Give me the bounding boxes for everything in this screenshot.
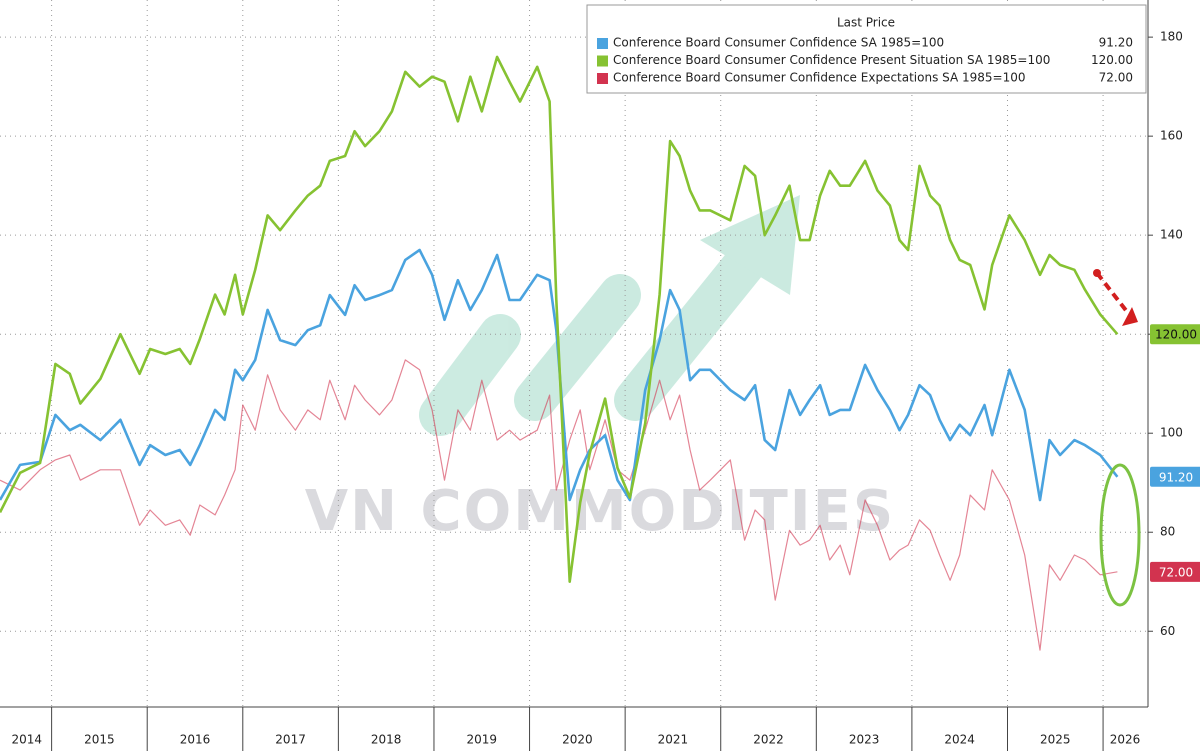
x-tick-label: 2018 bbox=[371, 733, 402, 747]
logo-arrow-head bbox=[700, 195, 800, 295]
y-tick-label: 60 bbox=[1160, 624, 1175, 638]
value-tag-label: 120.00 bbox=[1155, 328, 1197, 342]
x-tick-label: 2020 bbox=[562, 733, 593, 747]
x-tick-label: 2017 bbox=[275, 733, 306, 747]
series-line bbox=[0, 248, 1119, 502]
series-line bbox=[0, 55, 1119, 583]
annotation-dot bbox=[1093, 269, 1101, 277]
y-tick-label: 140 bbox=[1160, 228, 1183, 242]
legend-value: 91.20 bbox=[1099, 36, 1133, 50]
legend-box bbox=[586, 4, 1147, 94]
value-tag bbox=[1150, 561, 1200, 582]
logo-stroke bbox=[614, 224, 781, 421]
watermark-logo bbox=[419, 195, 800, 436]
x-tick-label: 2025 bbox=[1040, 733, 1071, 747]
watermark: VN COMMODITIES bbox=[305, 479, 895, 544]
legend-label: Conference Board Consumer Confidence Pre… bbox=[613, 53, 1050, 67]
legend-swatch bbox=[597, 55, 608, 67]
legend-value: 120.00 bbox=[1091, 53, 1133, 67]
logo-stroke bbox=[419, 314, 521, 436]
value-tag-label: 91.20 bbox=[1159, 470, 1193, 484]
x-tick-label: 2021 bbox=[658, 733, 689, 747]
annotation-arrow bbox=[1095, 271, 1130, 315]
legend: Last Price Conference Board Consumer Con… bbox=[586, 4, 1147, 94]
x-tick-label: 2023 bbox=[849, 733, 880, 747]
x-tick-label: 2016 bbox=[180, 733, 211, 747]
legend-label: Conference Board Consumer Confidence Exp… bbox=[613, 71, 1026, 85]
series-line bbox=[0, 359, 1118, 651]
y-tick-label: 180 bbox=[1160, 30, 1183, 44]
value-tag bbox=[1150, 324, 1200, 345]
y-tick-label: 160 bbox=[1160, 129, 1183, 143]
x-tick-label: 2024 bbox=[944, 733, 975, 747]
y-tick-label: 100 bbox=[1160, 426, 1183, 440]
x-tick-label: 2014 bbox=[11, 733, 42, 747]
y-tick-label: 80 bbox=[1160, 525, 1175, 539]
value-tag bbox=[1150, 466, 1200, 487]
legend-label: Conference Board Consumer Confidence SA … bbox=[613, 36, 944, 50]
x-tick-label: 2026 bbox=[1110, 733, 1141, 747]
x-tick-label: 2019 bbox=[466, 733, 497, 747]
value-tag-label: 72.00 bbox=[1159, 565, 1193, 579]
x-tick-label: 2015 bbox=[84, 733, 115, 747]
x-tick-label: 2022 bbox=[753, 733, 784, 747]
legend-swatch bbox=[597, 73, 608, 84]
annotation-arrow-head bbox=[1122, 307, 1138, 326]
legend-title: Last Price bbox=[837, 16, 895, 30]
plot-area bbox=[0, 0, 1148, 707]
legend-value: 72.00 bbox=[1099, 71, 1133, 85]
logo-stroke bbox=[514, 274, 641, 421]
annotation-ellipse bbox=[1099, 463, 1141, 607]
legend-swatch bbox=[597, 38, 608, 49]
